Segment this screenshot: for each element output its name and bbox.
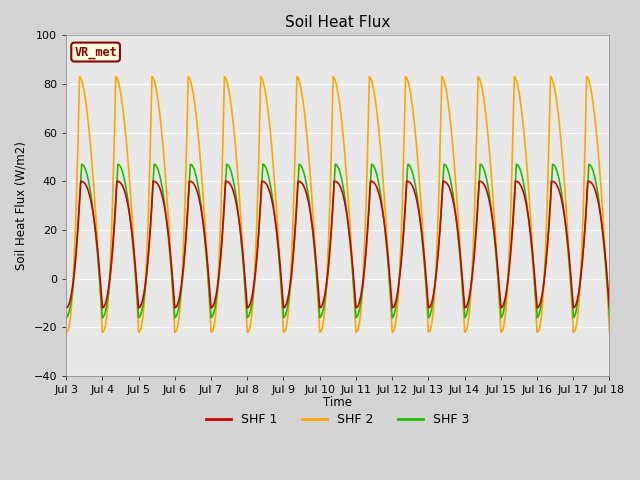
SHF 3 xyxy=(62,315,70,321)
SHF 2 xyxy=(62,329,70,335)
SHF 3 xyxy=(605,315,613,321)
SHF 2 xyxy=(595,158,603,164)
SHF 2 xyxy=(605,329,613,335)
SHF 1 xyxy=(294,179,302,184)
SHF 2 xyxy=(294,75,302,81)
SHF 3 xyxy=(78,161,86,167)
SHF 3 xyxy=(157,176,164,182)
SHF 1 xyxy=(605,305,613,311)
SHF 3 xyxy=(294,177,302,183)
SHF 3 xyxy=(536,305,544,311)
SHF 3 xyxy=(595,198,603,204)
SHF 2 xyxy=(157,118,164,123)
Legend: SHF 1, SHF 2, SHF 3: SHF 1, SHF 2, SHF 3 xyxy=(201,408,475,431)
Line: SHF 2: SHF 2 xyxy=(66,77,609,332)
Line: SHF 1: SHF 1 xyxy=(66,181,609,308)
SHF 1 xyxy=(595,203,603,208)
Text: VR_met: VR_met xyxy=(74,46,117,59)
SHF 1 xyxy=(271,213,278,219)
SHF 1 xyxy=(124,204,132,210)
SHF 1 xyxy=(62,305,70,311)
Y-axis label: Soil Heat Flux (W/m2): Soil Heat Flux (W/m2) xyxy=(15,141,28,270)
Line: SHF 3: SHF 3 xyxy=(66,164,609,318)
SHF 1 xyxy=(157,187,164,193)
SHF 2 xyxy=(536,321,544,326)
SHF 1 xyxy=(77,179,84,184)
Title: Soil Heat Flux: Soil Heat Flux xyxy=(285,15,390,30)
SHF 3 xyxy=(124,200,132,205)
X-axis label: Time: Time xyxy=(323,396,352,409)
SHF 2 xyxy=(271,180,278,186)
SHF 1 xyxy=(536,300,544,305)
SHF 2 xyxy=(76,74,83,80)
SHF 2 xyxy=(124,160,132,166)
SHF 3 xyxy=(271,212,278,217)
